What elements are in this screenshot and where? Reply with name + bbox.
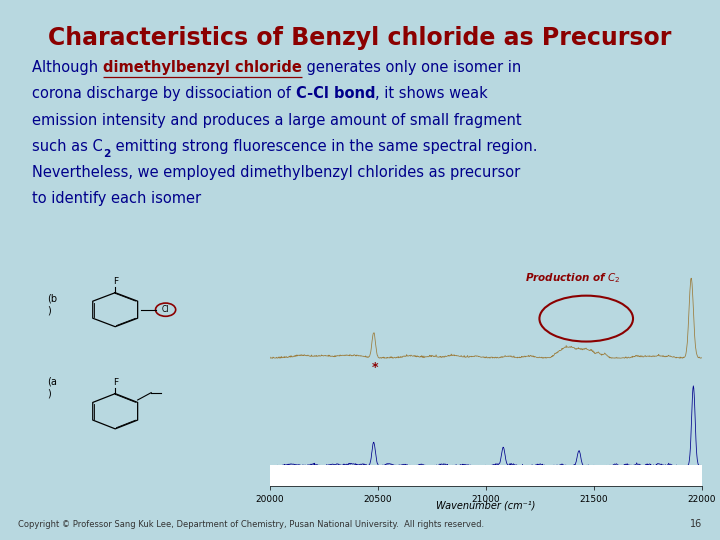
Text: (a
): (a ) bbox=[48, 377, 58, 399]
Text: F: F bbox=[112, 277, 118, 286]
Text: (b
): (b ) bbox=[48, 294, 58, 315]
Text: Cl: Cl bbox=[162, 305, 169, 314]
Text: Nevertheless, we employed dimethylbenzyl chlorides as precursor: Nevertheless, we employed dimethylbenzyl… bbox=[32, 165, 521, 180]
Text: Characteristics of Benzyl chloride as Precursor: Characteristics of Benzyl chloride as Pr… bbox=[48, 26, 672, 50]
Text: generates only one isomer in: generates only one isomer in bbox=[302, 60, 521, 76]
Text: emission intensity and produces a large amount of small fragment: emission intensity and produces a large … bbox=[32, 113, 522, 127]
Text: Production of $C_2$: Production of $C_2$ bbox=[524, 271, 621, 285]
Text: C-Cl bond: C-Cl bond bbox=[296, 86, 375, 102]
Text: Although: Although bbox=[32, 60, 103, 76]
Text: 2: 2 bbox=[103, 149, 110, 159]
Text: 16: 16 bbox=[690, 519, 702, 529]
Text: corona discharge by dissociation of: corona discharge by dissociation of bbox=[32, 86, 296, 102]
Text: *: * bbox=[372, 361, 378, 374]
Text: Wavenumber (cm⁻¹): Wavenumber (cm⁻¹) bbox=[436, 501, 536, 511]
Text: Copyright © Professor Sang Kuk Lee, Department of Chemistry, Pusan National Univ: Copyright © Professor Sang Kuk Lee, Depa… bbox=[18, 520, 484, 529]
Text: emitting strong fluorescence in the same spectral region.: emitting strong fluorescence in the same… bbox=[110, 139, 537, 154]
Text: , it shows weak: , it shows weak bbox=[375, 86, 488, 102]
Text: to identify each isomer: to identify each isomer bbox=[32, 191, 202, 206]
Text: F: F bbox=[112, 378, 118, 387]
Text: dimethylbenzyl chloride: dimethylbenzyl chloride bbox=[103, 60, 302, 76]
Text: such as C: such as C bbox=[32, 139, 103, 154]
